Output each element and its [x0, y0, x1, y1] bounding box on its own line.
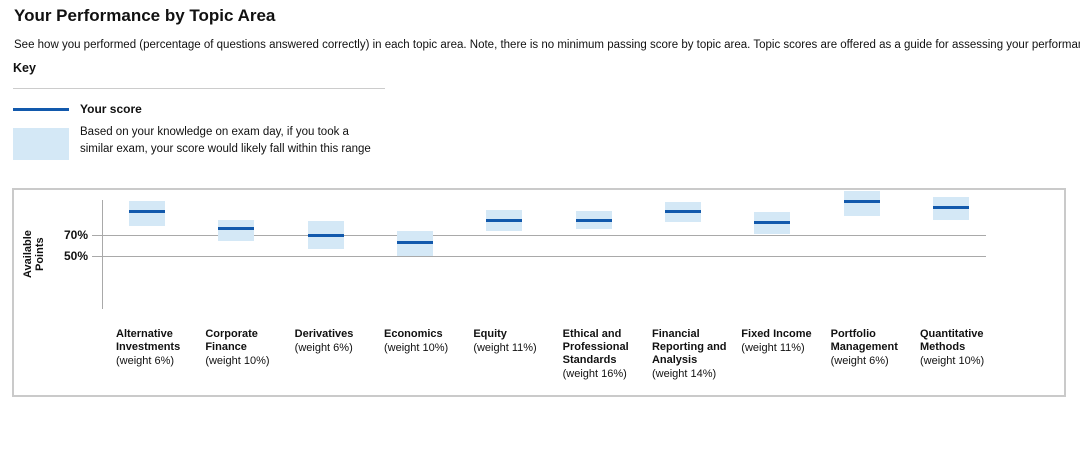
topic-weight: (weight 6%): [830, 355, 889, 367]
x-axis-topic-label: Alternative Investments (weight 6%): [116, 328, 200, 368]
topic-weight: (weight 6%): [294, 342, 353, 354]
your-score-line: [486, 218, 523, 222]
score-line-swatch: [13, 108, 69, 111]
your-score-line: [218, 227, 255, 231]
x-axis-topic-label: Financial Reporting and Analysis (weight …: [652, 328, 736, 381]
likely-range-box: [218, 220, 255, 242]
topic-weight: (weight 6%): [116, 355, 175, 367]
your-score-line: [664, 210, 701, 214]
legend-score-label: Your score: [80, 102, 142, 116]
x-axis-topic-label: Quantitative Methods (weight 10%): [920, 328, 1004, 368]
topic-name: Alternative Investments: [116, 328, 181, 353]
your-score-line: [129, 210, 165, 214]
page-description: See how you performed (percentage of que…: [14, 39, 1080, 51]
range-box-swatch: [13, 128, 69, 160]
x-axis-topic-label: Corporate Finance (weight 10%): [205, 328, 289, 368]
your-score-line: [575, 218, 612, 222]
topic-name: Fixed Income: [741, 328, 812, 340]
gridline-50: [92, 256, 986, 257]
y-tick-label-50: 50%: [63, 249, 88, 263]
topic-name: Financial Reporting and Analysis: [651, 328, 727, 366]
your-score-line: [843, 199, 880, 203]
plot-area: 70% 50% Alternative Investments (weight 6%)…: [14, 190, 1064, 395]
page-title: Your Performance by Topic Area: [14, 6, 276, 25]
y-axis-line: [102, 200, 103, 309]
x-axis-topic-label: Economics (weight 10%): [384, 328, 468, 355]
gridline-70: [92, 235, 986, 236]
topic-name: Derivatives: [294, 328, 354, 340]
topic-weight: (weight 10%): [919, 355, 985, 367]
your-score-line: [396, 240, 433, 244]
topic-name: Equity: [473, 328, 507, 340]
legend-range-label: Based on your knowledge on exam day, if …: [80, 126, 371, 155]
your-score-line: [932, 206, 969, 210]
topic-weight: (weight 10%): [205, 355, 270, 367]
your-score-line: [307, 233, 344, 237]
topic-weight: (weight 14%): [651, 368, 717, 380]
likely-range-box: [129, 201, 165, 226]
key-divider: [13, 88, 385, 89]
y-tick-label-70: 70%: [63, 228, 88, 242]
topic-performance-chart: Available Points 70% 50% Alternative Inves…: [12, 188, 1066, 397]
topic-weight: (weight 16%): [562, 368, 627, 380]
your-score-line: [754, 220, 791, 224]
x-axis-topic-label: Portfolio Management (weight 6%): [831, 328, 915, 368]
topic-weight: (weight 10%): [383, 342, 449, 354]
topic-weight: (weight 11%): [741, 342, 805, 354]
topic-name: Economics: [383, 328, 443, 340]
x-axis-topic-label: Equity (weight 11%): [473, 328, 557, 355]
topic-name: Quantitative Methods: [919, 328, 984, 353]
topic-name: Corporate Finance: [205, 328, 258, 353]
topic-name: Portfolio Management: [830, 328, 898, 353]
likely-range-box: [843, 190, 880, 217]
topic-name: Ethical and Professional Standards: [562, 328, 629, 366]
key-heading: Key: [13, 61, 36, 75]
x-axis-topic-label: Ethical and Professional Standards (weigh…: [563, 328, 647, 381]
x-axis-topic-label: Derivatives (weight 6%): [295, 328, 379, 355]
x-axis-topic-label: Fixed Income (weight 11%): [741, 328, 825, 355]
topic-weight: (weight 11%): [473, 342, 537, 354]
